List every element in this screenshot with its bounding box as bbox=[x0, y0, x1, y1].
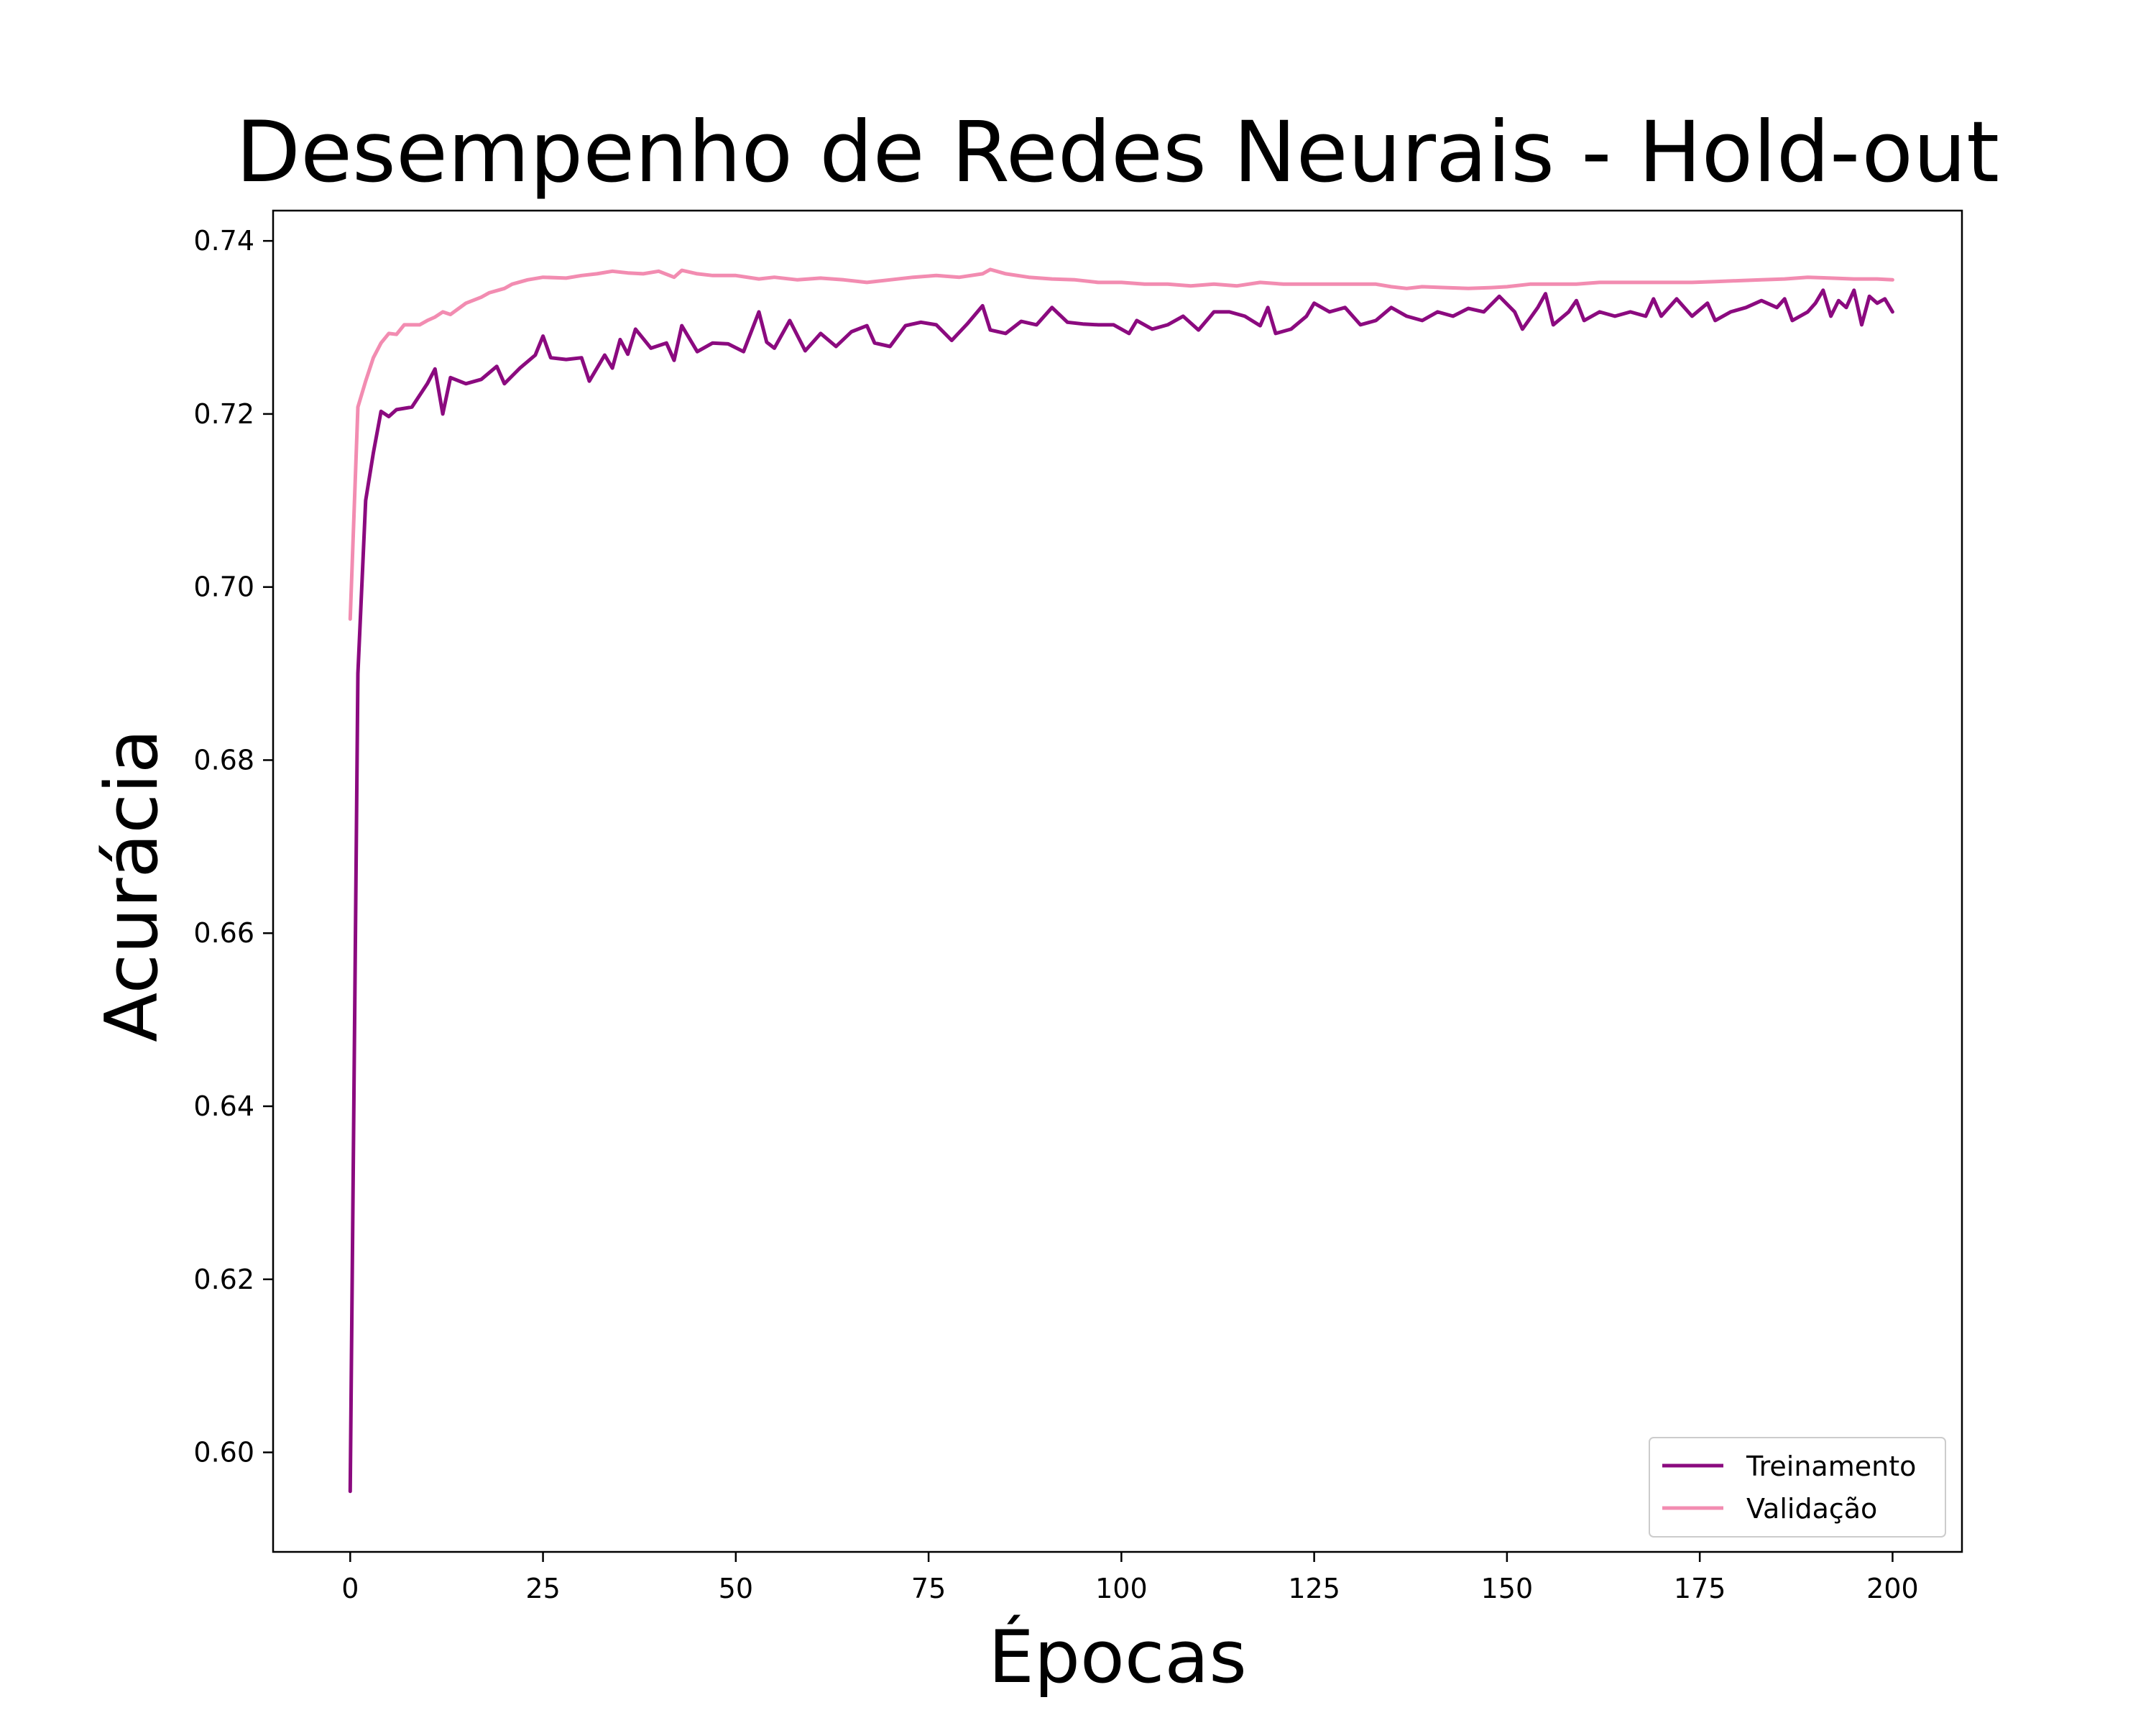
legend-label-validacao: Validação bbox=[1746, 1493, 1877, 1525]
y-tick-label: 0.74 bbox=[193, 225, 254, 257]
x-axis-label: Épocas bbox=[988, 1614, 1247, 1699]
y-tick-label: 0.72 bbox=[193, 398, 254, 430]
y-axis-ticks: 0.60 0.62 0.64 0.66 0.68 0.70 0.72 0.74 bbox=[193, 225, 273, 1469]
x-tick-label: 125 bbox=[1288, 1573, 1340, 1604]
x-tick-label: 150 bbox=[1481, 1573, 1534, 1604]
legend: Treinamento Validação bbox=[1649, 1437, 1946, 1538]
x-tick-label: 200 bbox=[1866, 1573, 1919, 1604]
legend-box bbox=[1649, 1437, 1946, 1538]
x-tick-label: 175 bbox=[1674, 1573, 1726, 1604]
series-lines bbox=[348, 267, 1894, 1494]
x-tick-label: 50 bbox=[719, 1573, 753, 1604]
legend-label-treinamento: Treinamento bbox=[1746, 1451, 1916, 1482]
series-line-treinamento bbox=[348, 288, 1894, 1494]
x-tick-label: 100 bbox=[1095, 1573, 1148, 1604]
y-tick-label: 0.70 bbox=[193, 571, 254, 603]
x-tick-label: 75 bbox=[911, 1573, 946, 1604]
y-tick-label: 0.60 bbox=[193, 1437, 254, 1469]
plot-frame bbox=[272, 209, 1963, 1553]
y-tick-label: 0.64 bbox=[193, 1090, 254, 1122]
chart-title: Desempenho de Redes Neurais - Hold-out bbox=[236, 103, 1999, 201]
x-axis-ticks: 0 25 50 75 100 125 150 175 200 bbox=[341, 1552, 1919, 1604]
x-tick-label: 0 bbox=[341, 1573, 359, 1604]
y-axis-label: Acurácia bbox=[89, 729, 174, 1042]
y-tick-label: 0.68 bbox=[193, 744, 254, 776]
series-line-validacao bbox=[348, 267, 1894, 621]
y-tick-label: 0.66 bbox=[193, 917, 254, 949]
y-tick-label: 0.62 bbox=[193, 1264, 254, 1295]
x-tick-label: 25 bbox=[525, 1573, 560, 1604]
